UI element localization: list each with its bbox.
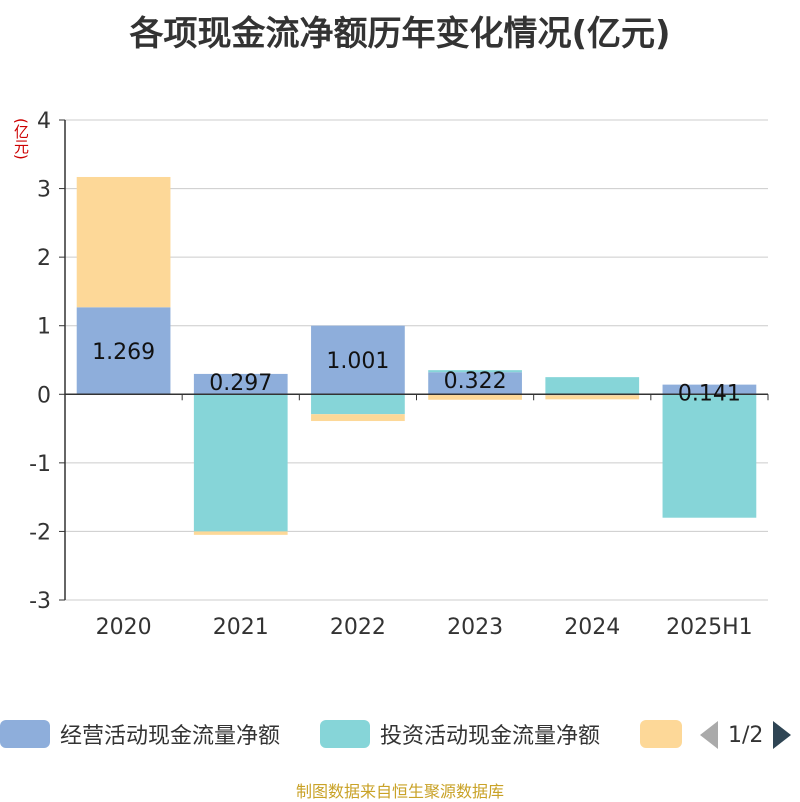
legend-pager: 1/2 [700, 719, 792, 751]
x-tick-label: 2024 [564, 615, 620, 640]
bar-financing-2024 [545, 395, 640, 400]
page-indicator: 1/2 [728, 722, 764, 748]
bar-financing-2020 [76, 176, 171, 308]
bar-financing-2023 [428, 394, 522, 400]
x-tick-label: 2020 [96, 615, 152, 640]
bar-operating-2023 [428, 372, 522, 395]
bar-investing-2025H1 [662, 394, 757, 518]
y-tick-label: 1 [37, 315, 51, 340]
legend-swatch-operating [0, 720, 50, 748]
x-tick-label: 2025H1 [666, 615, 753, 640]
bar-investing-2023 [428, 370, 522, 373]
legend-swatch-financing [640, 720, 682, 748]
y-tick-label: 4 [37, 109, 51, 134]
legend-label-investing: 投资活动现金流量净额 [380, 724, 601, 749]
data-label-2023: 0.322 [444, 369, 507, 394]
data-label-2025H1: 0.141 [678, 382, 741, 407]
bar-investing-2024 [545, 377, 640, 395]
source-note: 制图数据来自恒生聚源数据库 [295, 782, 504, 801]
data-label-2021: 0.297 [209, 371, 272, 396]
y-tick-label: 3 [37, 178, 51, 203]
bar-financing-2022 [311, 414, 405, 422]
legend: 经营活动现金流量净额 投资活动现金流量净额 [0, 714, 800, 754]
x-tick-label: 2022 [330, 615, 386, 640]
y-axis-unit: (亿元) [12, 118, 30, 160]
legend-item-operating[interactable]: 经营活动现金流量净额 [0, 714, 280, 754]
legend-item-investing[interactable]: 投资活动现金流量净额 [320, 714, 600, 754]
bar-chart: 4 3 2 1 0 -1 -2 -3 2020 2021 2022 2023 2024 2025H1 1.2… [29, 109, 769, 640]
bar-operating-2025H1 [662, 384, 757, 395]
bar-investing-2021 [193, 394, 288, 532]
prev-page-icon[interactable] [700, 721, 718, 749]
legend-swatch-investing [320, 720, 370, 748]
bar-financing-2021 [193, 531, 288, 535]
y-tick-label: 2 [37, 246, 51, 271]
x-tick-label: 2023 [447, 615, 503, 640]
next-page-icon[interactable] [773, 721, 792, 749]
legend-item-financing[interactable] [640, 714, 682, 754]
data-label-2020: 1.269 [92, 340, 155, 365]
x-tick-label: 2021 [213, 615, 269, 640]
legend-label-operating: 经营活动现金流量净额 [60, 724, 281, 749]
y-tick-label: 0 [37, 383, 51, 408]
bar-operating-2022 [311, 325, 405, 395]
y-tick-label: -1 [29, 452, 51, 477]
y-tick-label: -2 [29, 520, 51, 545]
y-tick-label: -3 [29, 589, 51, 614]
bar-operating-2021 [193, 373, 288, 395]
bar-investing-2022 [311, 394, 405, 415]
bar-operating-2020 [76, 307, 171, 395]
chart-title: 各项现金流净额历年变化情况(亿元) [129, 14, 671, 54]
data-label-2022: 1.001 [326, 349, 389, 374]
